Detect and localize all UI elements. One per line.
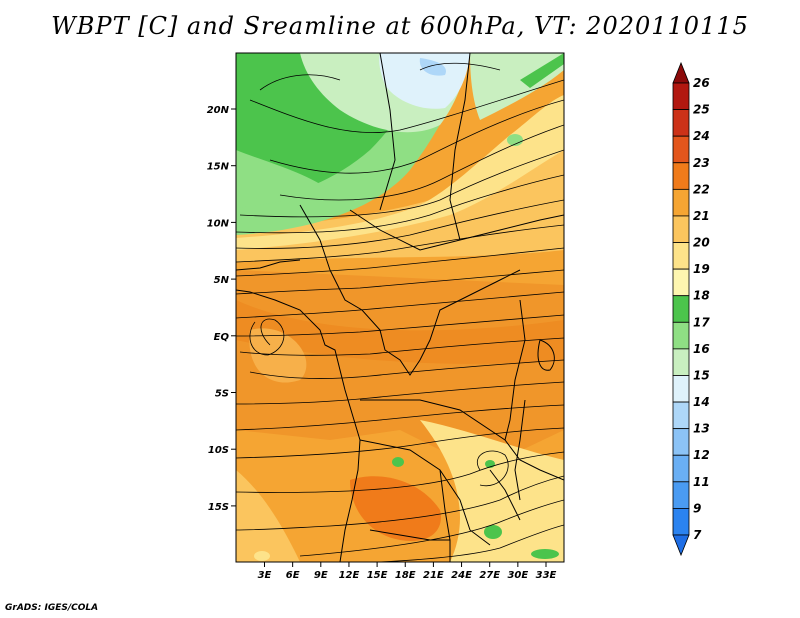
colorbar-box [672, 454, 690, 483]
colorbar-top-arrow [672, 61, 690, 84]
grads-credit: GrADS: IGES/COLA [5, 603, 99, 613]
lon-tick-label: 12E [339, 570, 360, 581]
colorbar-box [672, 215, 690, 243]
lat-tick-label: EQ [214, 332, 230, 343]
lat-tick-label: 15N [207, 162, 230, 173]
lon-tick-label: 3E [258, 570, 272, 581]
colorbar-box [672, 428, 690, 456]
colorbar-label: 9 [693, 501, 701, 515]
lat-tick-label: 20N [207, 105, 230, 116]
lat-tick-label: 15S [208, 502, 229, 513]
lon-tick-label: 30E [507, 570, 528, 581]
colorbar-label: 20 [693, 236, 710, 250]
colorbar-box [672, 321, 690, 350]
colorbar-box [672, 348, 690, 376]
lon-tick-label: 18E [395, 570, 416, 581]
wbpt-shading [236, 53, 564, 562]
colorbar-label: 25 [693, 103, 710, 117]
lat-tick-label: 10S [208, 445, 229, 456]
colorbar-box [672, 188, 690, 217]
lat-tick-label: 5N [214, 275, 230, 286]
colorbar-box [672, 295, 690, 323]
colorbar-box [672, 401, 690, 430]
lon-tick-label: 9E [314, 570, 328, 581]
latitude-axis: 20N 15N 10N 5N EQ 5S 10S 15S [207, 105, 236, 513]
longitude-axis: 3E 6E 9E 12E 15E 18E 21E 24E 27E 30E 33E [258, 562, 557, 581]
map-frame [235, 52, 565, 563]
colorbar-label: 22 [693, 182, 710, 196]
colorbar-label: 13 [693, 422, 710, 436]
colorbar-label: 16 [693, 342, 710, 356]
colorbar-box [672, 268, 690, 297]
lon-tick-label: 15E [367, 570, 388, 581]
lon-tick-label: 21E [423, 570, 444, 581]
colorbar-label: 14 [693, 395, 710, 409]
colorbar-box [672, 242, 690, 270]
colorbar-label: 15 [693, 368, 710, 382]
colorbar: 26 25 24 23 22 21 20 19 18 17 16 15 14 13 12 11 9 7 [672, 61, 710, 557]
colorbar-bottom-arrow [672, 534, 690, 557]
lon-tick-label: 24E [451, 570, 472, 581]
colorbar-label: 18 [693, 289, 710, 303]
colorbar-box [672, 481, 690, 509]
streamlines [236, 62, 564, 562]
colorbar-label: 26 [693, 76, 710, 90]
lat-tick-label: 10N [207, 218, 230, 229]
colorbar-label: 7 [693, 528, 702, 542]
colorbar-box [672, 82, 690, 110]
colorbar-label: 24 [693, 129, 710, 143]
colorbar-box [672, 109, 690, 137]
colorbar-box [672, 375, 690, 403]
colorbar-label: 21 [693, 209, 710, 223]
colorbar-box [672, 135, 690, 164]
colorbar-label: 23 [693, 156, 710, 170]
lon-tick-label: 33E [536, 570, 557, 581]
colorbar-box [672, 162, 690, 190]
lon-tick-label: 27E [479, 570, 500, 581]
map-title: WBPT [C] and Sreamline at 600hPa, VT: 20… [51, 12, 749, 40]
lon-tick-label: 6E [286, 570, 300, 581]
colorbar-label: 11 [693, 475, 710, 489]
lat-tick-label: 5S [215, 389, 229, 400]
colorbar-label: 17 [693, 315, 710, 329]
country-borders [236, 53, 564, 562]
colorbar-label: 19 [693, 262, 710, 276]
colorbar-label: 12 [693, 448, 710, 462]
colorbar-box [672, 508, 690, 536]
